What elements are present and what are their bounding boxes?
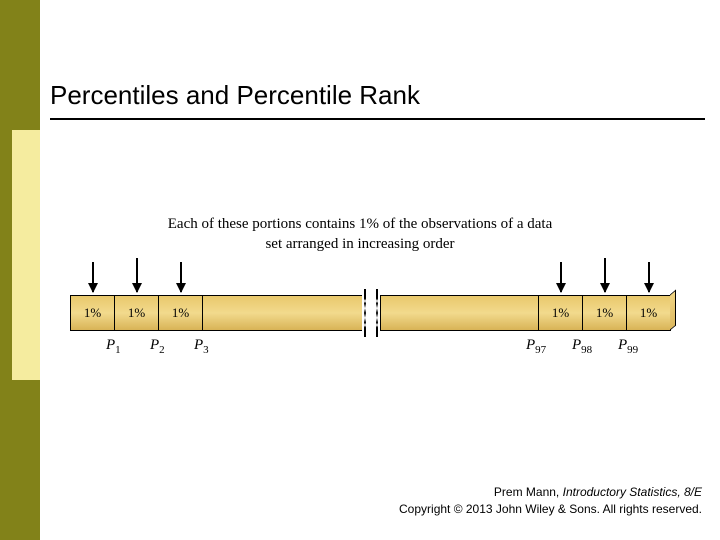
bar-edge [380, 295, 670, 296]
percentile-label-2: P2 [150, 337, 165, 356]
sidebar-accent-inner [12, 130, 40, 380]
bar-segment-left-0: 1% [70, 295, 114, 331]
percentile-label-98: P98 [572, 337, 592, 356]
bar-edge [380, 330, 670, 331]
arrow-4 [604, 258, 606, 292]
bar-segment-left-2: 1% [158, 295, 202, 331]
percentile-bar: 1%1%1%1%1%1% [70, 295, 670, 331]
bar-segment-right-2: 1% [582, 295, 626, 331]
title-underline [50, 118, 705, 120]
bar-segment-left-3 [202, 295, 362, 331]
bar-segment-right-1: 1% [538, 295, 582, 331]
bar-3d-end [670, 289, 676, 330]
page-title: Percentiles and Percentile Rank [50, 80, 420, 111]
bar-segment-right-0 [380, 295, 538, 331]
credit-book: Introductory Statistics, 8/E [563, 485, 702, 499]
bar-break [362, 289, 380, 337]
bar-edge [70, 330, 362, 331]
bar-segment-right-3: 1% [626, 295, 670, 331]
percentile-label-99: P99 [618, 337, 638, 356]
caption-line-2: set arranged in increasing order [265, 236, 454, 252]
arrow-5 [648, 262, 650, 292]
arrow-0 [92, 262, 94, 292]
credit-copyright: Copyright © 2013 John Wiley & Sons. All … [399, 502, 702, 516]
arrow-2 [180, 262, 182, 292]
percentile-label-1: P1 [106, 337, 121, 356]
percentile-label-3: P3 [194, 337, 209, 356]
credit-line: Prem Mann, Introductory Statistics, 8/E … [399, 484, 702, 518]
arrow-1 [136, 258, 138, 292]
percentile-label-97: P97 [526, 337, 546, 356]
arrow-3 [560, 262, 562, 292]
credit-author: Prem Mann, [494, 485, 563, 499]
bar-segment-left-1: 1% [114, 295, 158, 331]
bar-edge [70, 295, 362, 296]
caption-line-1: Each of these portions contains 1% of th… [168, 216, 552, 232]
diagram-caption: Each of these portions contains 1% of th… [0, 215, 720, 254]
